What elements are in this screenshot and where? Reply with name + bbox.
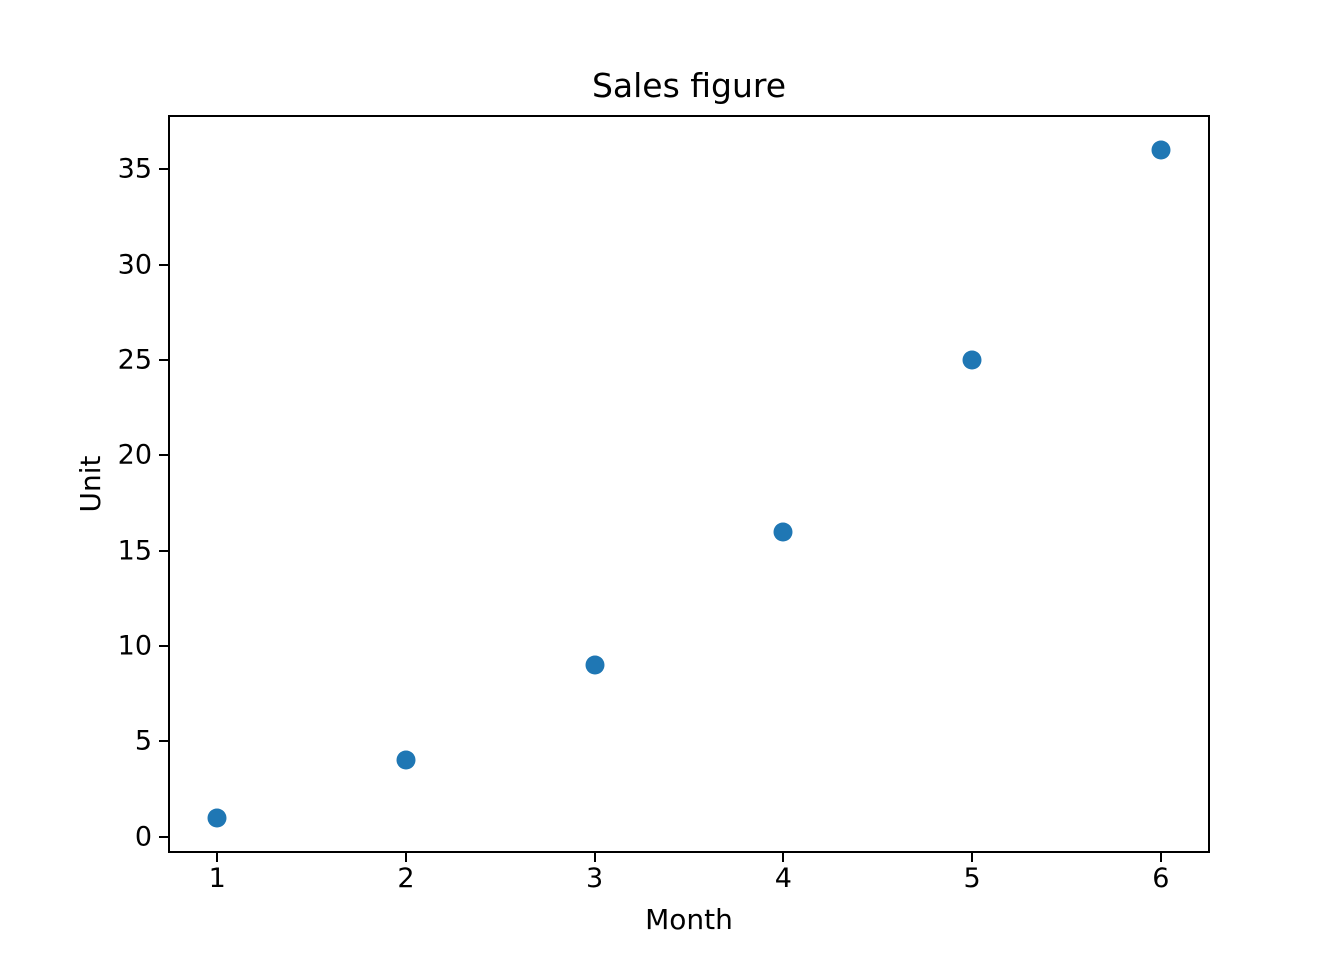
y-tick-mark: [159, 168, 168, 171]
y-tick-label: 5: [134, 725, 152, 757]
scatter-point-month-6: [1151, 140, 1171, 160]
y-tick-label: 10: [117, 630, 152, 662]
y-tick-mark: [159, 645, 168, 648]
x-tick-label: 2: [397, 863, 415, 894]
x-tick-label: 4: [774, 863, 792, 894]
chart-title: Sales figure: [591, 66, 787, 105]
y-tick-label: 0: [134, 821, 152, 853]
y-tick-mark: [159, 359, 168, 362]
scatter-point-month-4: [773, 522, 793, 542]
y-tick-label: 15: [117, 535, 152, 567]
x-tick-mark: [593, 853, 596, 862]
y-tick-mark: [159, 454, 168, 457]
plot-area: 1 2 3 4 5 6 0 5 10 15 20 25 30 35: [118, 115, 1210, 892]
x-axis-label: Month: [645, 903, 733, 936]
x-tick-mark: [404, 853, 407, 862]
x-tick-label: 3: [586, 863, 604, 894]
y-tick-mark: [159, 740, 168, 743]
y-tick-label: 30: [117, 249, 152, 281]
x-tick-mark: [1159, 853, 1162, 862]
x-tick-mark: [216, 853, 219, 862]
scatter-point-month-2: [396, 750, 416, 770]
y-tick-label: 20: [117, 439, 152, 471]
scatter-point-month-5: [962, 350, 982, 370]
x-tick-mark: [782, 853, 785, 862]
y-tick-mark: [159, 549, 168, 552]
scatter-point-month-3: [585, 655, 605, 675]
x-tick-label: 6: [1152, 863, 1170, 894]
y-tick-mark: [159, 263, 168, 266]
y-tick-label: 35: [117, 153, 152, 185]
x-tick-label: 1: [208, 863, 226, 894]
x-tick-mark: [971, 853, 974, 862]
y-tick-mark: [159, 835, 168, 838]
y-tick-label: 25: [117, 344, 152, 376]
y-axis-label: Unit: [74, 455, 107, 513]
scatter-point-month-1: [207, 808, 227, 828]
x-tick-label: 5: [963, 863, 981, 894]
